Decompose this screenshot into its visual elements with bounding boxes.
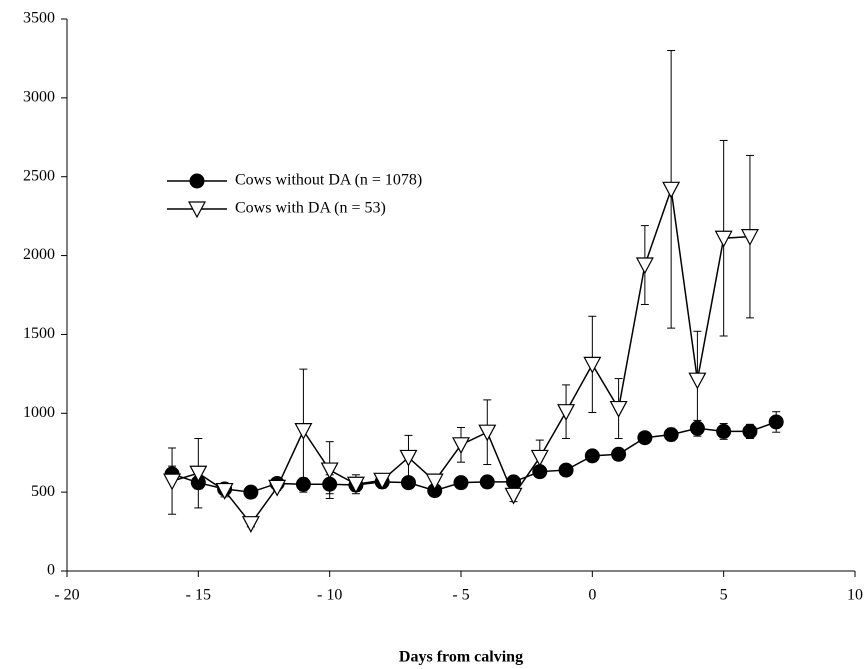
marker: [346, 476, 365, 494]
legend-label: Cows with DA (n = 53): [235, 200, 386, 217]
x-tick-label: - 10: [317, 587, 342, 604]
marker: [609, 400, 628, 418]
marker: [268, 479, 287, 497]
x-axis-label: Days from calving: [399, 649, 523, 666]
marker: [637, 430, 653, 446]
marker: [425, 473, 444, 491]
marker: [688, 372, 707, 390]
marker: [453, 475, 469, 491]
y-tick-label: 500: [31, 483, 55, 500]
y-tick-label: 2500: [23, 167, 55, 184]
marker: [716, 423, 732, 439]
x-tick-label: - 15: [186, 587, 211, 604]
marker: [399, 449, 418, 467]
x-tick-label: - 20: [54, 587, 79, 604]
marker: [452, 437, 470, 455]
marker: [530, 449, 549, 467]
y-tick-label: 1000: [23, 404, 55, 421]
x-tick-label: - 5: [452, 587, 469, 604]
marker: [163, 473, 182, 491]
marker: [373, 472, 392, 490]
y-tick-label: 2000: [23, 246, 55, 263]
marker: [320, 462, 339, 480]
marker: [215, 482, 234, 500]
y-tick-label: 0: [47, 562, 55, 579]
marker: [663, 427, 679, 443]
series-line: [171, 189, 750, 525]
marker: [662, 181, 681, 199]
marker: [479, 474, 495, 490]
marker: [740, 229, 759, 246]
y-tick-label: 3000: [23, 89, 55, 106]
marker: [504, 487, 523, 505]
legend-label: Cows without DA (n = 1078): [235, 172, 422, 189]
marker: [188, 201, 206, 219]
marker: [583, 356, 602, 374]
marker: [478, 424, 497, 442]
marker: [243, 484, 259, 500]
marker: [635, 257, 654, 275]
marker: [742, 423, 758, 439]
marker: [294, 423, 313, 440]
marker: [714, 230, 733, 248]
x-tick-label: 0: [588, 587, 596, 604]
marker: [611, 446, 627, 462]
marker: [584, 448, 600, 464]
marker: [557, 404, 576, 421]
marker: [558, 462, 574, 478]
y-tick-label: 1500: [23, 325, 55, 342]
marker: [189, 465, 208, 483]
x-tick-label: 10: [847, 587, 863, 604]
marker: [768, 414, 784, 430]
x-tick-label: 5: [720, 587, 728, 604]
series-line: [171, 421, 777, 493]
marker: [189, 173, 205, 189]
y-tick-label: 3500: [23, 10, 55, 27]
marker: [241, 516, 260, 533]
